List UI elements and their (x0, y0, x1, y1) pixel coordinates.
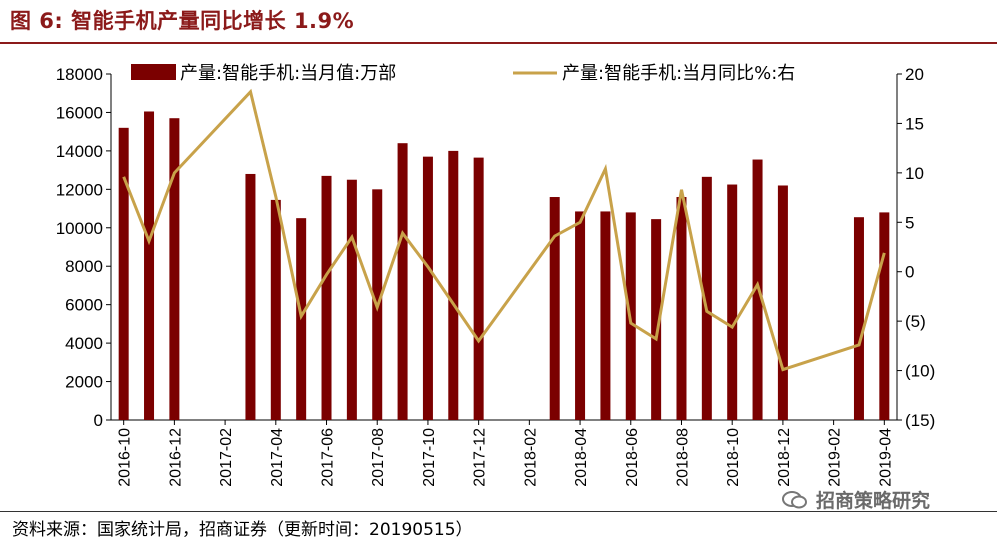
y-right-tick-label: (15) (905, 411, 935, 430)
bar (321, 175, 332, 420)
bar (169, 118, 180, 420)
title-divider (0, 42, 997, 44)
y-left-tick-label: 6000 (65, 296, 103, 315)
legend-bar-label: 产量:智能手机:当月值:万部 (180, 63, 396, 84)
x-tick-label: 2017-04 (269, 428, 286, 487)
chart-title: 图 6: 智能手机产量同比增长 1.9% (10, 9, 355, 33)
chart: 0 2000 4000 6000 8000 10000 12000 14000 16000 180… (56, 63, 936, 487)
chart-axes (106, 73, 902, 425)
y-right-tick-label: 15 (905, 114, 924, 133)
y-left-tick-label: 4000 (65, 334, 103, 353)
y-right-tick-label: 10 (905, 164, 924, 183)
yoy-line (122, 88, 886, 372)
y-right-tick-label: 0 (905, 263, 914, 282)
source-note: 资料来源：国家统计局，招商证券（更新时间：20190515） (12, 520, 473, 540)
bar (600, 211, 611, 420)
legend-bar-swatch (131, 64, 176, 80)
bar (448, 150, 459, 420)
y-left-tick-label: 16000 (56, 103, 103, 122)
y-right-tick-label: 20 (905, 65, 924, 84)
x-tick-label: 2019-04 (877, 428, 894, 487)
y-right-tick-label: (10) (905, 362, 935, 381)
y-left-tick-label: 8000 (65, 257, 103, 276)
line-series (122, 88, 886, 372)
footer-divider (0, 511, 997, 512)
x-tick-label: 2017-02 (218, 428, 235, 487)
wechat-icon (782, 491, 807, 509)
y-left-tick-label: 2000 (65, 373, 103, 392)
bar (676, 197, 687, 420)
watermark: 招商策略研究 (782, 486, 930, 513)
bar (879, 212, 890, 420)
y-right-tick-label: (5) (905, 312, 926, 331)
bar (549, 197, 560, 420)
x-tick-label: 2018-12 (776, 428, 793, 487)
chart-legend: 产量:智能手机:当月值:万部 产量:智能手机:当月同比%:右 (131, 63, 795, 84)
x-tick-label: 2016-12 (167, 428, 184, 487)
legend-line-label: 产量:智能手机:当月同比%:右 (562, 63, 795, 84)
x-tick-label: 2018-08 (674, 428, 691, 487)
bar (118, 127, 129, 421)
bar (397, 143, 408, 420)
x-tick-label: 2018-06 (624, 428, 641, 487)
bar (777, 185, 788, 420)
y-left-tick-label: 10000 (56, 219, 103, 238)
watermark-text: 招商策略研究 (816, 490, 931, 512)
y-left-tick-label: 14000 (56, 142, 103, 161)
bar-series (118, 111, 890, 421)
x-tick-label: 2018-04 (573, 428, 590, 487)
bar (575, 211, 586, 420)
x-tick-label: 2017-10 (421, 428, 438, 487)
x-tick-label: 2016-10 (117, 428, 134, 487)
bar (270, 199, 281, 420)
bar (473, 157, 484, 420)
tick-labels: 0 2000 4000 6000 8000 10000 12000 14000 16000 180… (56, 65, 936, 487)
x-tick-label: 2018-02 (522, 428, 539, 487)
bar (701, 176, 712, 420)
y-left-tick-label: 0 (94, 411, 103, 430)
y-right-tick-label: 5 (905, 213, 914, 232)
bar (422, 156, 433, 420)
bar (245, 173, 256, 420)
y-left-tick-label: 12000 (56, 180, 103, 199)
bar (727, 184, 738, 420)
bar (651, 219, 662, 420)
x-tick-label: 2017-12 (472, 428, 489, 487)
x-tick-label: 2018-10 (725, 428, 742, 487)
bar (144, 111, 155, 420)
x-tick-label: 2019-02 (827, 428, 844, 487)
bar (346, 179, 357, 420)
bar (853, 217, 864, 420)
y-left-tick-label: 18000 (56, 65, 103, 84)
x-tick-label: 2017-06 (320, 428, 337, 487)
x-tick-label: 2017-08 (370, 428, 387, 487)
